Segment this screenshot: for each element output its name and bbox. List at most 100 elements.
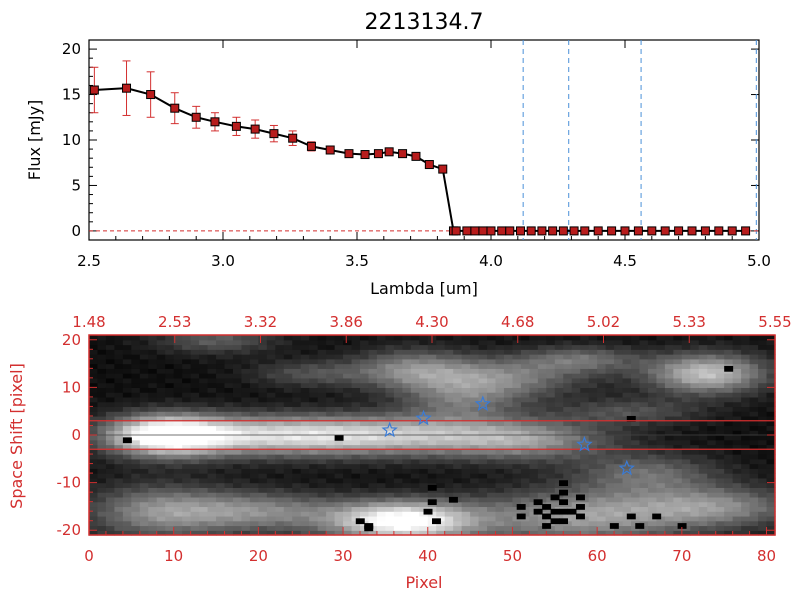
heatmap-cell [300,501,310,508]
heatmap-cell [478,444,488,450]
heatmap-cell [664,430,674,436]
heatmap-cell [114,363,124,369]
heatmap-cell [317,435,327,441]
heatmap-cell [520,496,530,503]
heatmap-cell [173,530,183,536]
heatmap-cell [224,435,234,441]
heatmap-cell [309,511,319,517]
heatmap-cell [292,473,302,479]
heatmap-cell [427,449,437,455]
masked-pixel [427,499,437,506]
heatmap-cell [673,335,683,341]
heatmap-cell [546,401,556,408]
heatmap-cell [156,344,166,350]
heatmap-cell [266,349,276,355]
heatmap-cell [724,339,734,346]
flux-point [306,141,316,151]
heatmap-cell [300,358,310,365]
heatmap-cell [690,458,700,465]
heatmap-cell [495,511,505,517]
heatmap-cell [376,444,387,450]
heatmap-cell [605,477,615,484]
heatmap-cell [156,477,166,484]
heatmap-cell [283,401,293,408]
heatmap-cell [419,382,429,388]
heatmap-cell [724,454,734,460]
heatmap-cell [190,368,200,374]
heatmap-cell [385,382,395,388]
heatmap-cell [503,454,514,460]
heatmap-cell [631,396,641,403]
heatmap-cell [495,354,505,360]
heatmap-cell [343,515,353,522]
heatmap-cell [546,435,556,441]
heatmap-cell [232,377,243,384]
heatmap-cell [148,411,158,417]
heatmap-cell [207,449,217,455]
heatmap-cell [656,387,666,393]
heatmap-cell [537,344,547,350]
heatmap-cell [283,458,293,465]
heatmap-cell [436,377,446,384]
heatmap-cell [275,415,285,422]
heatmap-cell [580,477,590,484]
heatmap-cell [224,382,234,388]
heatmap-cell [283,344,293,350]
heatmap-cell [190,435,200,441]
top-ytick-label: 15 [62,86,81,104]
heatmap-cell [571,354,581,360]
heatmap-cell [741,411,751,417]
heatmap-cell [724,411,734,417]
heatmap-cell [360,358,370,365]
heatmap-cell [393,349,403,355]
heatmap-cell [478,530,488,536]
heatmap-cell [249,373,259,379]
heatmap-cell [393,511,403,517]
heatmap-cell [97,401,107,408]
heatmap-cell [283,501,293,508]
heatmap-cell [283,511,293,517]
heatmap-cell [105,530,116,536]
heatmap-cell [605,373,615,379]
heatmap-cell [139,501,149,508]
heatmap-cell [724,335,734,341]
heatmap-cell [580,339,590,346]
heatmap-cell [173,382,183,388]
heatmap-cell [614,506,624,512]
heatmap-cell [732,482,742,488]
heatmap-cell [631,392,641,398]
heatmap-cell [275,525,285,531]
heatmap-cell [503,492,514,498]
heatmap-cell [207,406,217,412]
heatmap-cell [317,363,327,369]
heatmap-cell [681,458,691,465]
heatmap-cell [334,477,344,484]
heatmap-cell [656,463,666,469]
heatmap-cell [165,358,175,365]
heatmap-cell [207,444,217,450]
heatmap-cell [343,396,353,403]
bottom-xtick-label: 60 [588,547,607,565]
heatmap-cell [351,358,361,365]
heatmap-cell [317,506,327,512]
heatmap-cell [207,487,217,493]
heatmap-cell [673,511,683,517]
heatmap-cell [360,368,370,374]
heatmap-cell [275,515,285,522]
heatmap-cell [453,530,463,536]
heatmap-cell [478,435,488,441]
heatmap-cell [512,335,522,341]
heatmap-cell [190,411,200,417]
heatmap-cell [512,454,522,460]
heatmap-cell [292,487,302,493]
heatmap-cell [232,411,243,417]
heatmap-cell [647,435,658,441]
heatmap-cell [224,530,234,536]
masked-pixel [575,494,585,501]
heatmap-cell [232,515,243,522]
heatmap-cell [207,396,217,403]
heatmap-cell [114,339,124,346]
heatmap-cell [326,344,336,350]
heatmap-cell [470,501,480,508]
heatmap-cell [309,425,319,431]
